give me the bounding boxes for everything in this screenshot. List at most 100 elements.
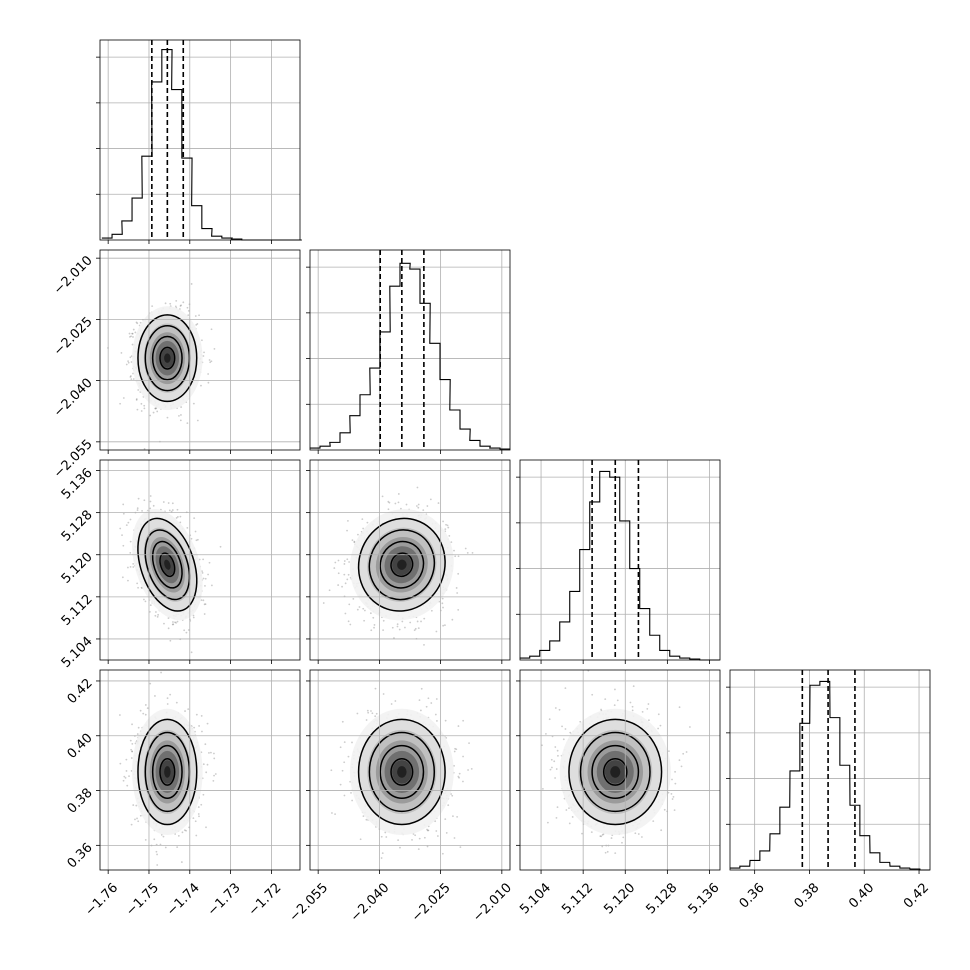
scatter-point bbox=[416, 505, 418, 507]
scatter-point bbox=[122, 397, 125, 399]
scatter-point bbox=[171, 623, 174, 626]
diag-panel-1 bbox=[306, 249, 511, 451]
scatter-point bbox=[337, 559, 340, 562]
scatter-point bbox=[166, 416, 169, 419]
scatter-point bbox=[442, 624, 445, 627]
scatter-point bbox=[471, 551, 474, 554]
scatter-point bbox=[213, 347, 216, 350]
scatter-point bbox=[347, 620, 350, 623]
scatter-point bbox=[347, 573, 350, 576]
scatter-point bbox=[192, 616, 195, 619]
diag-panel-2 bbox=[516, 459, 721, 661]
scatter-point bbox=[193, 517, 196, 520]
scatter-point bbox=[156, 615, 159, 618]
scatter-point bbox=[429, 498, 432, 501]
scatter-point bbox=[129, 335, 131, 338]
scatter-point bbox=[401, 620, 404, 623]
scatter-point bbox=[179, 521, 182, 524]
scatter-point bbox=[396, 625, 399, 628]
scatter-point bbox=[120, 352, 123, 354]
scatter-point bbox=[194, 315, 197, 317]
scatter-point bbox=[149, 604, 152, 607]
scatter-point bbox=[420, 620, 422, 623]
scatter-point bbox=[393, 637, 395, 639]
scatter-point bbox=[136, 582, 139, 585]
scatter-point bbox=[203, 613, 206, 615]
scatter-point bbox=[203, 351, 205, 354]
scatter-point bbox=[155, 407, 158, 410]
scatter-point bbox=[464, 547, 467, 550]
scatter-point bbox=[127, 521, 130, 524]
scatter-point bbox=[417, 506, 420, 509]
scatter-point bbox=[132, 378, 135, 380]
scatter-point bbox=[369, 612, 372, 615]
scatter-point bbox=[141, 509, 143, 512]
scatter-point bbox=[351, 539, 354, 542]
scatter-point bbox=[347, 519, 349, 522]
scatter-point bbox=[454, 555, 457, 558]
scatter-point bbox=[457, 555, 460, 558]
contour-1-2-0 bbox=[390, 552, 414, 578]
scatter-point bbox=[343, 563, 346, 565]
scatter-point bbox=[171, 509, 174, 511]
scatter-point bbox=[423, 617, 426, 620]
scatter-point bbox=[413, 629, 416, 632]
scatter-point bbox=[388, 501, 391, 504]
contour-0-1-2 bbox=[144, 324, 191, 392]
scatter-point bbox=[132, 328, 135, 331]
scatter-point bbox=[136, 322, 139, 325]
scatter-point bbox=[363, 619, 366, 622]
scatter-point bbox=[149, 610, 151, 613]
scatter-point bbox=[370, 629, 373, 632]
scatter-point bbox=[174, 305, 177, 308]
histogram-0 bbox=[101, 48, 302, 241]
scatter-point bbox=[127, 360, 129, 363]
density-level-6 bbox=[397, 559, 407, 570]
scatter-point bbox=[202, 577, 205, 580]
scatter-point bbox=[372, 616, 375, 619]
scatter-point bbox=[186, 306, 189, 309]
scatter-point bbox=[180, 406, 183, 408]
scatter-point bbox=[344, 612, 347, 615]
scatter-point bbox=[139, 709, 142, 712]
scatter-point bbox=[128, 332, 131, 335]
scatter-point bbox=[154, 407, 157, 410]
scatter-point bbox=[346, 558, 349, 561]
scatter-point bbox=[396, 623, 399, 626]
density-level-6 bbox=[164, 559, 171, 570]
scatter-point bbox=[143, 447, 146, 450]
scatter-point bbox=[190, 651, 193, 654]
scatter-point bbox=[200, 599, 203, 602]
scatter-point bbox=[129, 540, 132, 543]
scatter-point bbox=[174, 621, 176, 624]
scatter-point bbox=[337, 572, 340, 575]
scatter-point bbox=[333, 567, 336, 569]
scatter-point bbox=[358, 606, 361, 608]
scatter-point bbox=[143, 499, 146, 502]
scatter-point bbox=[202, 599, 205, 602]
scatter-point bbox=[152, 504, 155, 507]
scatter-point bbox=[341, 585, 343, 588]
scatter-point bbox=[190, 283, 193, 285]
scatter-point bbox=[447, 526, 450, 529]
scatter-point bbox=[356, 608, 359, 611]
scatter-point bbox=[423, 643, 425, 646]
scatter-point bbox=[182, 301, 185, 304]
scatter-point bbox=[178, 414, 180, 417]
scatter-point bbox=[373, 624, 376, 626]
scatter-point bbox=[135, 321, 138, 324]
scatter-point bbox=[137, 586, 139, 589]
scatter-point bbox=[167, 502, 170, 504]
scatter-point bbox=[200, 384, 202, 387]
contour-0-1-1 bbox=[151, 335, 183, 381]
histogram-3 bbox=[730, 680, 930, 871]
diag-panel-3 bbox=[726, 669, 931, 871]
scatter-point bbox=[186, 527, 189, 529]
scatter-point bbox=[143, 407, 146, 410]
scatter-point bbox=[194, 530, 197, 533]
scatter-point bbox=[207, 573, 209, 576]
scatter-point bbox=[453, 549, 455, 552]
scatter-point bbox=[129, 565, 132, 568]
scatter-point bbox=[404, 626, 406, 629]
scatter-point bbox=[129, 376, 132, 378]
